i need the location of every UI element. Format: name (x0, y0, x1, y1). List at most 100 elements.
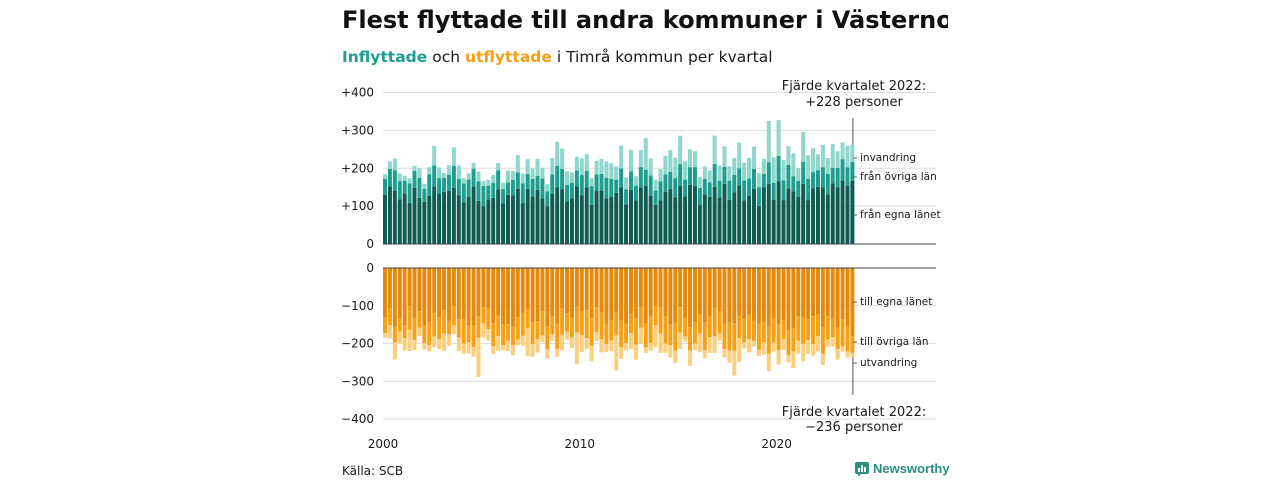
bar-till-egna-lanet (520, 268, 525, 313)
bar-fran-ovriga-lan (397, 181, 402, 200)
bar-fran-ovriga-lan (535, 175, 540, 190)
bar-till-ovriga-lan (771, 318, 776, 343)
bar-till-egna-lanet (835, 268, 840, 328)
bar-invandring (648, 158, 653, 176)
bar-fran-egna-lanet (697, 204, 702, 244)
bar-invandring (387, 161, 392, 170)
bar-till-egna-lanet (456, 268, 461, 320)
bar-till-egna-lanet (712, 268, 717, 309)
bar-utvandring (835, 349, 840, 360)
bar-fran-ovriga-lan (697, 187, 702, 205)
bar-utvandring (535, 338, 540, 353)
bar-invandring (776, 120, 781, 156)
bar-till-egna-lanet (412, 268, 417, 318)
bar-invandring (752, 146, 756, 170)
bar-utvandring (584, 338, 589, 350)
bar-till-egna-lanet (506, 268, 510, 325)
bar-till-egna-lanet (648, 268, 653, 317)
bar-till-ovriga-lan (692, 322, 697, 344)
bar-till-ovriga-lan (545, 326, 550, 350)
bar-till-ovriga-lan (697, 314, 702, 334)
top-y-tick-label: +100 (341, 199, 374, 213)
bar-till-ovriga-lan (658, 306, 663, 334)
bar-fran-ovriga-lan (791, 176, 796, 192)
bar-till-egna-lanet (820, 268, 825, 327)
bar-fran-egna-lanet (574, 186, 579, 244)
bar-fran-ovriga-lan (815, 170, 820, 187)
bar-invandring (604, 161, 609, 178)
migration-chart: 0 +100 +200 +300 +400 0 −100 −200 −300 −400 2000 20… (341, 79, 941, 451)
bar-fran-egna-lanet (609, 197, 614, 244)
bar-invandring (825, 158, 830, 174)
bar-fran-egna-lanet (776, 181, 781, 244)
bar-fran-ovriga-lan (412, 170, 417, 188)
bar-fran-egna-lanet (658, 200, 663, 244)
bar-fran-ovriga-lan (717, 180, 722, 198)
bar-fran-ovriga-lan (604, 177, 609, 199)
bar-till-ovriga-lan (412, 317, 417, 341)
bar-fran-egna-lanet (850, 180, 855, 244)
bar-till-ovriga-lan (781, 320, 786, 339)
bar-invandring (432, 145, 437, 166)
bar-fran-ovriga-lan (402, 180, 407, 194)
bar-invandring (392, 158, 397, 171)
bar-fran-ovriga-lan (850, 161, 855, 181)
bar-fran-ovriga-lan (692, 167, 697, 187)
bar-utvandring (658, 333, 663, 353)
bar-invandring (756, 173, 761, 188)
bar-invandring (589, 178, 594, 187)
bar-utvandring (427, 345, 432, 352)
bottom-y-tick-label: −100 (341, 299, 374, 313)
bar-fran-ovriga-lan (722, 166, 727, 184)
bar-fran-egna-lanet (688, 184, 693, 244)
subtitle-in-label: Inflyttade (342, 48, 428, 66)
bar-fran-ovriga-lan (422, 188, 427, 202)
bar-fran-ovriga-lan (584, 170, 589, 188)
bar-till-ovriga-lan (668, 324, 673, 346)
bar-invandring (663, 155, 668, 175)
bar-fran-egna-lanet (412, 187, 417, 244)
bar-till-ovriga-lan (589, 318, 594, 346)
top-y-tick-label: +400 (341, 86, 374, 100)
bar-till-ovriga-lan (604, 323, 609, 345)
bar-fran-ovriga-lan (574, 170, 579, 187)
bar-fran-egna-lanet (387, 186, 392, 244)
bar-till-egna-lanet (683, 268, 688, 318)
bar-utvandring (850, 352, 855, 358)
bar-till-ovriga-lan (491, 323, 496, 347)
bar-fran-ovriga-lan (776, 155, 781, 182)
chart-title: Flest flyttade till andra kommuner i Väs… (342, 6, 948, 34)
bar-till-ovriga-lan (678, 307, 683, 333)
bar-till-ovriga-lan (722, 323, 727, 350)
bar-fran-ovriga-lan (840, 159, 845, 181)
bar-till-ovriga-lan (747, 314, 752, 339)
bar-invandring (742, 162, 747, 181)
bar-till-egna-lanet (560, 268, 565, 309)
bar-invandring (761, 158, 766, 174)
bar-till-ovriga-lan (506, 324, 510, 341)
bar-utvandring (732, 350, 737, 376)
bar-till-ovriga-lan (835, 327, 840, 350)
bar-fran-egna-lanet (535, 189, 540, 244)
bar-till-ovriga-lan (850, 336, 855, 353)
bar-fran-ovriga-lan (589, 186, 594, 205)
bar-utvandring (643, 347, 648, 353)
bar-utvandring (766, 353, 771, 372)
bar-utvandring (717, 333, 722, 341)
bar-till-egna-lanet (697, 268, 702, 315)
bar-till-egna-lanet (688, 268, 693, 328)
bar-fran-egna-lanet (801, 183, 806, 244)
bar-utvandring (397, 331, 402, 344)
top-y-tick-label: +200 (341, 161, 374, 175)
bar-fran-egna-lanet (737, 185, 742, 244)
bar-utvandring (806, 340, 811, 354)
bar-till-egna-lanet (811, 268, 816, 317)
newsworthy-logo-icon (855, 461, 869, 476)
bar-fran-ovriga-lan (486, 185, 491, 200)
bar-invandring (486, 179, 491, 186)
label-utvandring: utvandring (860, 357, 917, 369)
bar-till-ovriga-lan (486, 308, 491, 330)
bar-fran-egna-lanet (432, 186, 437, 244)
bar-fran-egna-lanet (599, 190, 604, 244)
bar-utvandring (579, 335, 584, 352)
